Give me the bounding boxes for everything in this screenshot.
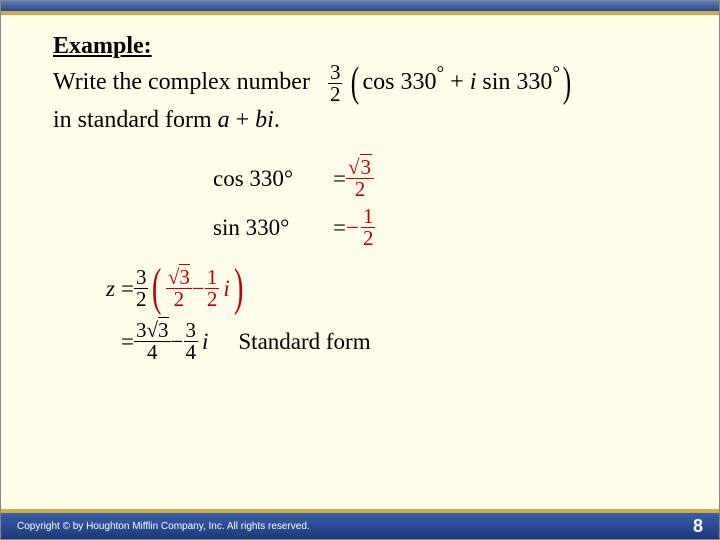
page-number: 8 xyxy=(693,516,703,537)
big-rparen: ) xyxy=(234,270,244,306)
footer-bar: Copyright © by Houghton Mifflin Company,… xyxy=(1,509,719,539)
neg-sign: − xyxy=(346,215,359,241)
result-num-1: 3√3 xyxy=(134,320,171,342)
result-den-1: 4 xyxy=(134,342,171,363)
result-den-2: 4 xyxy=(184,342,199,363)
sin-num: 1 xyxy=(361,206,376,228)
inner-num-1: √3 xyxy=(166,267,192,289)
inner-radicand: 3 xyxy=(179,264,190,289)
z-coef-num: 3 xyxy=(134,267,149,289)
angle-1: 330 xyxy=(400,69,436,95)
inner-minus: − xyxy=(192,276,205,302)
sin-den: 2 xyxy=(361,228,376,249)
inner-i: i xyxy=(223,276,229,302)
std-plus: + xyxy=(230,107,256,133)
cos-lhs: cos 330° xyxy=(213,166,333,192)
std-bi: bi xyxy=(255,107,274,133)
result-minus: − xyxy=(171,329,184,355)
z-coef: 3 2 xyxy=(134,267,149,310)
eq-2: = xyxy=(121,329,134,355)
inner-num-2: 1 xyxy=(205,267,220,289)
z-var: z xyxy=(85,276,115,302)
prompt-line-1: Write the complex number xyxy=(53,69,310,95)
big-lparen: ( xyxy=(152,270,162,306)
result-num-2: 3 xyxy=(184,320,199,342)
result-frac-1: 3√3 4 xyxy=(134,320,171,363)
content-area: Example: Write the complex number 3 2 (c… xyxy=(53,33,689,373)
z-derivation: z = 3 2 ( √3 2 − 1 2 i ) xyxy=(85,267,689,363)
cos-value: √3 2 xyxy=(346,157,374,200)
coef-numerator: 3 xyxy=(328,62,343,84)
std-a: a xyxy=(218,107,230,133)
prompt-text: Write the complex number 3 2 (cos 330° +… xyxy=(53,62,689,135)
main-expression: 3 2 (cos 330° + i sin 330°) xyxy=(316,62,574,105)
coef-denominator: 2 xyxy=(328,84,343,105)
angle-2: 330 xyxy=(516,69,552,95)
cos-row: cos 330° = √3 2 xyxy=(213,157,689,200)
standard-form-label: Standard form xyxy=(238,329,370,355)
degree-2: ° xyxy=(552,63,560,84)
z-spacer xyxy=(85,329,115,355)
coefficient-fraction: 3 2 xyxy=(328,62,343,105)
inner-frac-2: 1 2 xyxy=(205,267,220,310)
top-bar xyxy=(1,1,719,15)
std-period: . xyxy=(274,107,280,133)
degree-1: ° xyxy=(436,63,444,84)
sin-value: 1 2 xyxy=(361,206,376,249)
cos-lhs-text: cos 330° xyxy=(213,166,293,191)
cos-radicand: 3 xyxy=(360,154,373,179)
sin-row: sin 330° = − 1 2 xyxy=(213,206,689,249)
left-paren: ( xyxy=(351,67,359,101)
inner-frac-1: √3 2 xyxy=(166,267,192,310)
cos-den: 2 xyxy=(346,179,374,200)
result-radicand: 3 xyxy=(158,317,169,342)
trig-values: cos 330° = √3 2 sin 330° = − 1 2 xyxy=(213,157,689,249)
cos-label: cos xyxy=(362,69,394,95)
z-line-2: = 3√3 4 − 3 4 i Standard form xyxy=(85,320,689,363)
sin-label: sin xyxy=(476,69,510,95)
slide: Example: Write the complex number 3 2 (c… xyxy=(0,0,720,540)
prompt-line-2-prefix: in standard form xyxy=(53,107,218,133)
sin-lhs-text: sin 330° xyxy=(213,215,289,240)
z-coef-den: 2 xyxy=(134,289,149,310)
example-title: Example: xyxy=(53,33,689,60)
equals-1: = xyxy=(333,166,346,192)
result-frac-2: 3 4 xyxy=(184,320,199,363)
sin-lhs: sin 330° xyxy=(213,215,333,241)
right-paren: ) xyxy=(563,67,571,101)
plus-sign: + xyxy=(444,69,470,95)
inner-den-1: 2 xyxy=(166,289,192,310)
eq-1: = xyxy=(121,276,134,302)
copyright-text: Copyright © by Houghton Mifflin Company,… xyxy=(17,521,310,532)
z-line-1: z = 3 2 ( √3 2 − 1 2 i ) xyxy=(85,267,689,310)
result-i: i xyxy=(202,329,208,355)
cos-num: √3 xyxy=(346,157,374,179)
equals-2: = xyxy=(333,215,346,241)
inner-den-2: 2 xyxy=(205,289,220,310)
